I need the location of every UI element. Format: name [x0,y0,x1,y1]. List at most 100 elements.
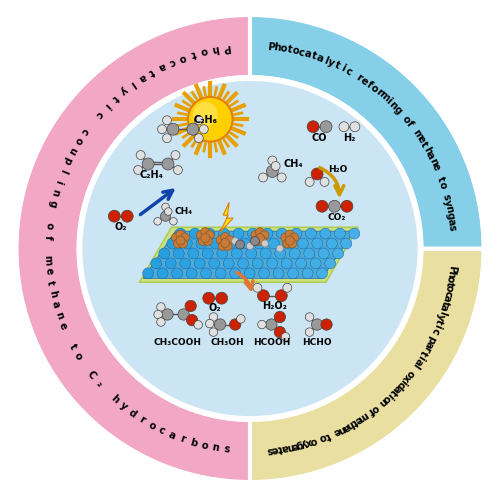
Text: i: i [416,353,426,361]
Text: CH₄: CH₄ [284,159,303,169]
Circle shape [252,258,263,269]
Circle shape [339,122,349,132]
Circle shape [203,292,214,304]
Circle shape [320,228,331,239]
Text: o: o [404,367,415,379]
Circle shape [176,236,185,245]
Text: s: s [266,445,274,455]
Text: a: a [167,429,177,441]
Text: a: a [340,421,351,433]
Text: o: o [436,180,448,189]
Text: r: r [420,344,432,353]
Text: a: a [390,382,402,394]
Circle shape [233,228,244,239]
Text: C₂H₆: C₂H₆ [194,115,218,125]
Text: l: l [58,167,68,174]
Circle shape [174,166,182,174]
Text: s: s [446,224,456,231]
Circle shape [306,328,314,336]
Circle shape [341,238,352,249]
Text: i: i [385,390,394,400]
Circle shape [349,228,360,239]
Circle shape [196,238,207,249]
Circle shape [258,237,267,246]
Circle shape [216,292,228,304]
Wedge shape [250,15,484,248]
Text: c: c [343,66,353,77]
Circle shape [266,258,278,269]
Text: a: a [50,300,61,309]
Circle shape [286,236,294,245]
Text: i: i [432,323,442,330]
Text: HCOOH: HCOOH [252,338,290,347]
Text: t: t [67,342,78,351]
Text: o: o [200,46,209,57]
Text: e: e [353,414,364,425]
Circle shape [172,268,182,279]
Text: n: n [427,156,439,167]
Text: P: P [222,42,231,53]
Circle shape [312,319,323,330]
Text: h: h [109,393,121,406]
Text: a: a [440,293,452,302]
Text: l: l [410,361,420,369]
Text: n: n [443,205,454,214]
Circle shape [275,248,285,259]
Circle shape [215,268,226,279]
Circle shape [208,258,220,269]
Text: m: m [410,127,424,142]
Circle shape [174,239,182,248]
Text: o: o [318,431,328,443]
Text: l: l [437,309,448,316]
Circle shape [256,228,264,237]
Circle shape [164,208,172,215]
Circle shape [266,166,278,177]
Circle shape [276,290,287,302]
Circle shape [194,258,205,269]
Circle shape [174,248,184,259]
Text: y: y [435,312,446,322]
Circle shape [150,258,162,269]
Circle shape [262,240,268,247]
Circle shape [283,283,292,292]
Text: t: t [388,387,398,397]
Circle shape [81,80,419,417]
Text: g: g [444,211,456,220]
Text: t: t [190,49,197,60]
Circle shape [108,210,120,222]
Text: P: P [266,42,275,52]
Text: t: t [277,443,283,454]
Circle shape [218,228,230,239]
Text: c: c [442,289,453,297]
Circle shape [187,123,199,135]
Circle shape [306,228,316,239]
Circle shape [320,121,332,133]
Text: o: o [380,393,392,405]
Circle shape [232,238,238,245]
Text: a: a [422,339,434,349]
Circle shape [176,230,185,239]
Circle shape [122,210,133,222]
Circle shape [201,234,209,243]
Circle shape [244,268,255,279]
Circle shape [341,200,353,212]
Text: t: t [434,175,446,183]
Text: d: d [126,407,138,419]
Text: g: g [47,199,58,208]
Circle shape [253,237,262,246]
Circle shape [324,258,336,269]
Circle shape [268,238,280,249]
Circle shape [277,173,286,182]
Text: C: C [86,369,98,381]
Circle shape [304,248,314,259]
Circle shape [194,116,203,125]
Circle shape [271,162,280,170]
Text: h: h [273,42,281,53]
Circle shape [225,238,236,249]
Text: s: s [440,193,452,201]
Text: e: e [290,440,299,452]
Circle shape [188,248,198,259]
Circle shape [200,268,211,279]
Circle shape [253,283,262,292]
Circle shape [318,248,329,259]
